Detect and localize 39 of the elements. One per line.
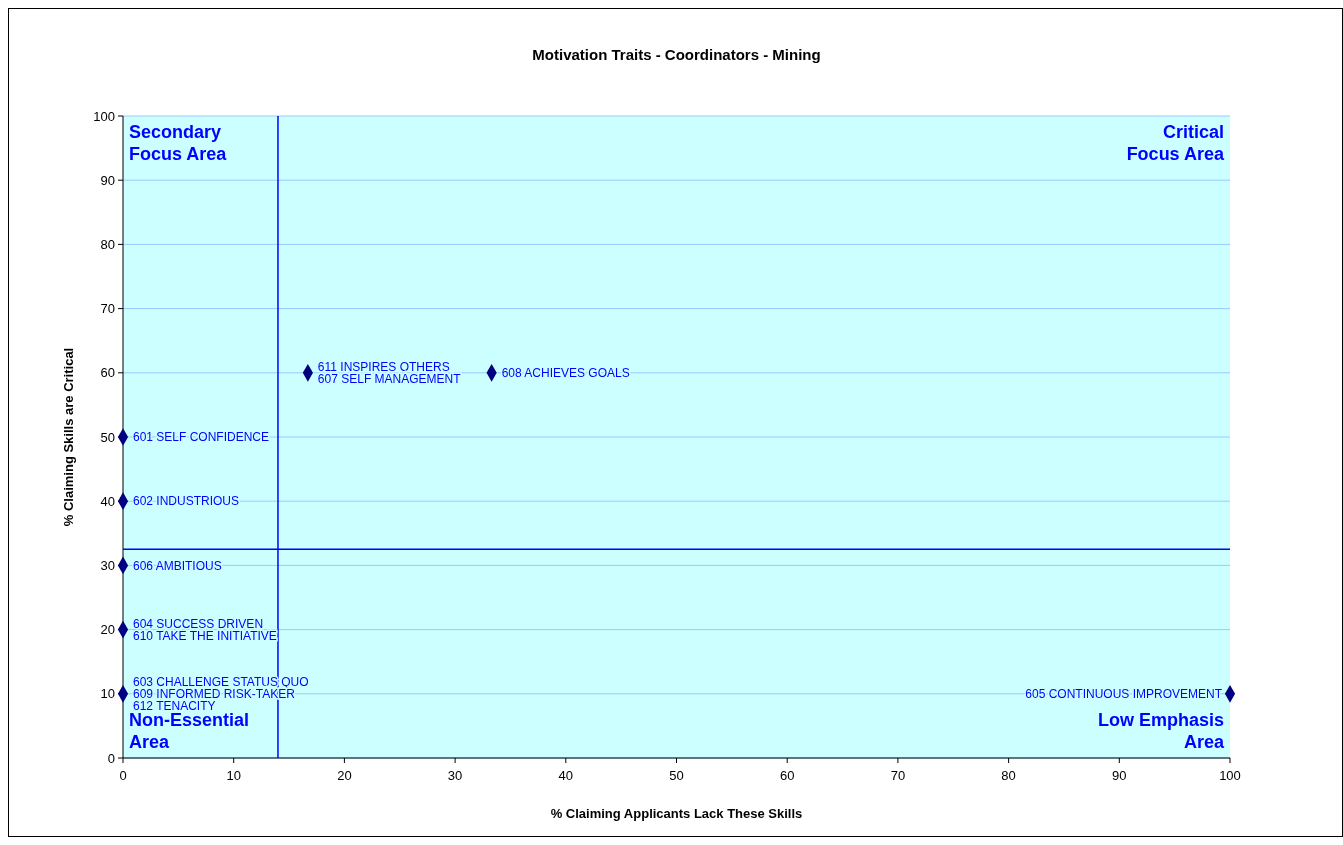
- x-tick-label: 40: [558, 768, 574, 783]
- annotation: 605 CONTINUOUS IMPROVEMENT: [1025, 687, 1223, 701]
- annotation: 612 TENACITY: [133, 699, 216, 713]
- y-tick-label: 10: [100, 686, 115, 702]
- y-tick-label: 90: [100, 172, 115, 188]
- y-tick-label: 30: [100, 557, 115, 573]
- annotation: 611 INSPIRES OTHERS: [317, 360, 450, 374]
- x-tick-label: 30: [447, 768, 463, 783]
- annotation: 608 ACHIEVES GOALS: [501, 366, 630, 380]
- annotation: Non-Essential Area: [129, 710, 250, 752]
- annotation: 604 SUCCESS DRIVEN: [133, 616, 264, 631]
- annotation: 607 SELF MANAGEMENT: [317, 372, 462, 386]
- x-tick-label: 90: [1112, 768, 1127, 783]
- y-tick-label: 100: [93, 108, 115, 124]
- y-tick-label: 70: [100, 301, 115, 317]
- x-tick-label: 70: [890, 768, 906, 783]
- annotation: 606 AMBITIOUS: [133, 558, 222, 573]
- y-axis-title: % Claiming Skills are Critical: [61, 347, 76, 527]
- y-tick-label: 20: [100, 622, 115, 638]
- y-tick-label: 60: [100, 365, 115, 381]
- y-tick-label: 80: [100, 236, 115, 252]
- annotation: 602 INDUSTRIOUS: [133, 494, 240, 509]
- annotation: 601 SELF CONFIDENCE: [133, 430, 270, 445]
- x-axis-title: % Claiming Applicants Lack These Skills: [550, 806, 803, 821]
- y-tick-label: 40: [100, 493, 115, 509]
- annotation: 610 TAKE THE INITIATIVE: [133, 628, 277, 643]
- chart-title: Motivation Traits - Coordinators - Mining: [532, 46, 821, 63]
- x-tick-label: 20: [337, 768, 352, 783]
- x-tick-label: 0: [119, 768, 127, 783]
- x-tick-label: 10: [226, 768, 241, 783]
- x-tick-label: 60: [779, 768, 795, 783]
- y-tick-label: 50: [100, 429, 115, 445]
- x-tick-label: 50: [669, 768, 684, 783]
- y-tick-label: 0: [107, 750, 115, 766]
- x-tick-label: 100: [1219, 768, 1241, 783]
- x-tick-label: 80: [1001, 768, 1016, 783]
- annotation: Secondary Focus Area: [129, 122, 228, 164]
- annotation: Low Emphasis Area: [1097, 710, 1225, 752]
- annotation: Critical Focus Area: [1126, 122, 1225, 164]
